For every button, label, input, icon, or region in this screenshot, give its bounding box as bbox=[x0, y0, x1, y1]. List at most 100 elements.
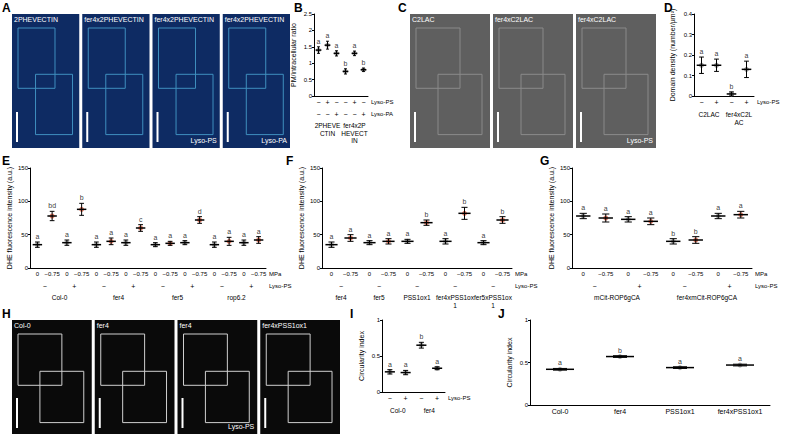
svg-text:0: 0 bbox=[567, 265, 571, 271]
svg-text:0: 0 bbox=[525, 402, 529, 408]
svg-text:PM/intracellular ratio: PM/intracellular ratio bbox=[290, 23, 297, 87]
svg-text:a: a bbox=[317, 38, 321, 45]
svg-text:fer4: fer4 bbox=[424, 407, 436, 414]
svg-text:MPa: MPa bbox=[269, 271, 282, 277]
svg-text:+: + bbox=[404, 395, 408, 402]
svg-text:a: a bbox=[183, 232, 187, 239]
svg-text:−0.75: −0.75 bbox=[222, 271, 238, 277]
svg-text:−: − bbox=[592, 283, 596, 290]
svg-text:0: 0 bbox=[25, 265, 29, 271]
svg-text:−: − bbox=[334, 99, 338, 106]
svg-text:fer4xPSS1ox: fer4xPSS1ox bbox=[436, 294, 475, 301]
svg-text:−0.75: −0.75 bbox=[419, 271, 435, 277]
svg-text:−0.75: −0.75 bbox=[45, 271, 61, 277]
svg-text:−0.75: −0.75 bbox=[74, 271, 90, 277]
svg-text:Circularity index: Circularity index bbox=[358, 331, 366, 381]
svg-text:IN: IN bbox=[351, 137, 358, 144]
svg-text:Lyso-PS: Lyso-PS bbox=[269, 283, 291, 289]
svg-text:fer4: fer4 bbox=[180, 322, 192, 329]
svg-text:−: − bbox=[316, 111, 320, 118]
svg-text:0: 0 bbox=[183, 271, 187, 277]
svg-text:fer4: fer4 bbox=[614, 408, 626, 415]
svg-text:0.3: 0.3 bbox=[684, 32, 693, 38]
svg-text:0: 0 bbox=[213, 271, 217, 277]
svg-text:−: − bbox=[325, 111, 329, 118]
svg-text:a: a bbox=[330, 233, 334, 240]
svg-text:0: 0 bbox=[309, 93, 313, 99]
svg-text:a: a bbox=[368, 232, 372, 239]
svg-text:C: C bbox=[398, 1, 407, 15]
svg-text:fer4: fer4 bbox=[113, 294, 125, 301]
svg-text:−: − bbox=[343, 111, 347, 118]
svg-text:0: 0 bbox=[406, 271, 410, 277]
svg-text:0: 0 bbox=[717, 271, 721, 277]
svg-text:2: 2 bbox=[309, 27, 313, 33]
svg-text:HEVECT: HEVECT bbox=[341, 130, 367, 137]
svg-text:100: 100 bbox=[560, 198, 571, 204]
svg-text:a: a bbox=[168, 232, 172, 239]
svg-text:0: 0 bbox=[317, 265, 321, 271]
svg-text:a: a bbox=[626, 208, 630, 215]
svg-text:d: d bbox=[198, 208, 202, 215]
svg-text:b: b bbox=[463, 198, 467, 205]
svg-text:a: a bbox=[65, 231, 69, 238]
svg-text:0.5: 0.5 bbox=[304, 77, 313, 83]
svg-text:a: a bbox=[482, 232, 486, 239]
svg-text:F: F bbox=[286, 154, 293, 168]
svg-text:+: + bbox=[131, 283, 135, 290]
svg-text:150: 150 bbox=[18, 165, 29, 171]
svg-text:a: a bbox=[242, 231, 246, 238]
svg-text:c: c bbox=[139, 216, 143, 223]
svg-text:b: b bbox=[671, 230, 675, 237]
svg-text:2PHEVECTIN: 2PHEVECTIN bbox=[14, 16, 58, 23]
svg-text:−: − bbox=[316, 99, 320, 106]
svg-text:DHE fluorescence intensity (a.: DHE fluorescence intensity (a.u.) bbox=[548, 167, 556, 269]
svg-text:0.2: 0.2 bbox=[684, 52, 693, 58]
svg-text:a: a bbox=[153, 234, 157, 241]
svg-text:b: b bbox=[501, 208, 505, 215]
svg-text:Lyso-PS: Lyso-PS bbox=[757, 99, 779, 105]
svg-text:−: − bbox=[339, 283, 343, 290]
svg-text:a: a bbox=[335, 42, 339, 49]
svg-text:1: 1 bbox=[377, 317, 381, 323]
svg-text:100: 100 bbox=[18, 198, 29, 204]
svg-text:a: a bbox=[257, 228, 261, 235]
svg-text:0: 0 bbox=[242, 271, 246, 277]
svg-text:AC: AC bbox=[734, 119, 743, 126]
svg-text:a: a bbox=[745, 52, 749, 59]
svg-text:H: H bbox=[2, 307, 11, 321]
svg-text:Lyso-PS: Lyso-PS bbox=[191, 137, 218, 145]
svg-text:−0.75: −0.75 bbox=[688, 271, 704, 277]
svg-text:fer4x2PHEVECTIN: fer4x2PHEVECTIN bbox=[84, 16, 144, 23]
svg-text:150: 150 bbox=[560, 165, 571, 171]
svg-text:B: B bbox=[294, 1, 303, 15]
svg-text:bd: bd bbox=[48, 202, 56, 209]
svg-text:1: 1 bbox=[491, 302, 495, 309]
svg-text:+: + bbox=[361, 111, 365, 118]
svg-text:J: J bbox=[498, 307, 505, 321]
svg-text:0: 0 bbox=[377, 389, 381, 395]
svg-text:−: − bbox=[491, 283, 495, 290]
svg-text:a: a bbox=[581, 204, 585, 211]
svg-text:fer4xC2LAC: fer4xC2LAC bbox=[578, 16, 616, 23]
svg-text:MPa: MPa bbox=[755, 271, 768, 277]
svg-text:b: b bbox=[344, 60, 348, 67]
svg-text:fer4xPSS1ox1: fer4xPSS1ox1 bbox=[718, 408, 763, 415]
svg-text:A: A bbox=[2, 1, 11, 15]
svg-text:Col-0: Col-0 bbox=[390, 407, 406, 414]
svg-text:b: b bbox=[730, 83, 734, 90]
svg-text:I: I bbox=[350, 307, 353, 321]
svg-text:Circularity index: Circularity index bbox=[506, 337, 514, 387]
svg-text:a: a bbox=[109, 229, 113, 236]
svg-text:−: − bbox=[453, 283, 457, 290]
svg-text:Lyso-PS: Lyso-PS bbox=[515, 283, 537, 289]
svg-text:fer4: fer4 bbox=[335, 294, 347, 301]
svg-text:+: + bbox=[744, 99, 748, 106]
svg-text:a: a bbox=[604, 205, 608, 212]
svg-text:+: + bbox=[435, 395, 439, 402]
svg-text:−: − bbox=[43, 283, 47, 290]
svg-text:fer4x2PHEVECTIN: fer4x2PHEVECTIN bbox=[225, 16, 285, 23]
svg-text:fer5xPSS1ox: fer5xPSS1ox bbox=[474, 294, 513, 301]
svg-text:b: b bbox=[362, 59, 366, 66]
svg-text:b: b bbox=[419, 333, 423, 340]
